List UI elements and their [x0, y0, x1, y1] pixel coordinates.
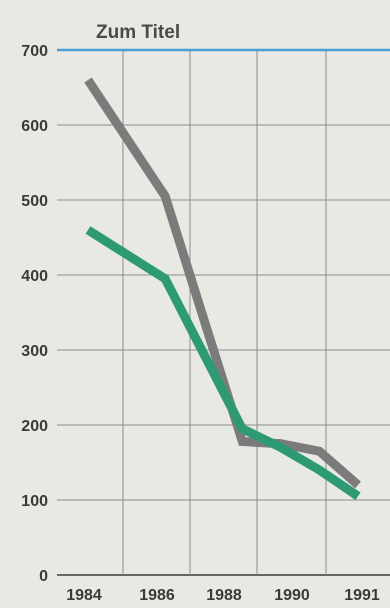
y-tick-label-0: 0: [39, 568, 48, 585]
series-line-0: [84, 77, 361, 489]
y-tick-label-200: 200: [21, 418, 48, 435]
x-tick-label-1986: 1986: [139, 587, 175, 604]
chart-title: Zum Titel: [96, 22, 180, 43]
x-tick-label-1991: 1991: [344, 587, 380, 604]
y-tick-label-700: 700: [21, 43, 48, 60]
x-tick-label-1988: 1988: [206, 587, 242, 604]
x-tick-label-1984: 1984: [66, 587, 102, 604]
y-tick-label-400: 400: [21, 268, 48, 285]
y-axis-ticks: 0 100 200 300 400 500 600 700: [21, 43, 48, 585]
x-tick-label-1990: 1990: [274, 587, 310, 604]
series-layer: [84, 77, 361, 500]
y-tick-label-300: 300: [21, 343, 48, 360]
x-axis-ticks: 1984 1986 1988 1990 1991: [66, 587, 380, 604]
y-tick-label-500: 500: [21, 193, 48, 210]
grid: [57, 50, 390, 576]
series-line-1: [85, 226, 361, 500]
y-tick-label-100: 100: [21, 493, 48, 510]
y-tick-label-600: 600: [21, 118, 48, 135]
